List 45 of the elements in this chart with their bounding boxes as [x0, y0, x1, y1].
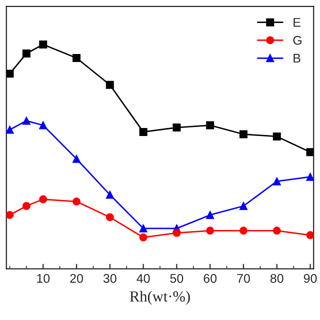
- point: [239, 202, 248, 210]
- point: [72, 54, 81, 62]
- x-tick-label: 30: [103, 274, 116, 283]
- point: [139, 224, 148, 232]
- point: [106, 190, 114, 199]
- point: [39, 195, 48, 204]
- point: [72, 154, 81, 163]
- point: [306, 231, 314, 240]
- point: [206, 210, 214, 219]
- point: [272, 132, 281, 140]
- x-tick-label: 10: [37, 274, 50, 283]
- point: [139, 233, 148, 242]
- x-tick-label: 50: [170, 274, 184, 283]
- point: [239, 130, 248, 138]
- point: [106, 80, 114, 89]
- x-axis-title: Rh(wt·%): [130, 290, 190, 305]
- point: [6, 70, 14, 78]
- point: [172, 228, 181, 237]
- point: [206, 226, 214, 235]
- point: [306, 148, 314, 156]
- legend-label: E: [294, 18, 300, 27]
- point: [206, 121, 214, 130]
- point: [139, 128, 148, 136]
- x-tick-label: 80: [270, 274, 284, 283]
- x-tick-label: 90: [304, 274, 317, 283]
- point: [39, 121, 48, 130]
- x-tick-label: 20: [70, 274, 83, 283]
- x-tick-label: 40: [136, 274, 150, 283]
- point: [172, 124, 181, 132]
- point: [106, 213, 114, 222]
- point: [22, 116, 30, 125]
- point: [22, 202, 30, 210]
- point: [6, 210, 14, 219]
- legend-label: B: [294, 54, 300, 63]
- point: [22, 50, 30, 58]
- point: [72, 198, 81, 206]
- point: [39, 40, 48, 49]
- x-tick-label: 60: [204, 274, 217, 283]
- point: [306, 172, 314, 181]
- point: [239, 226, 248, 235]
- point: [6, 126, 14, 134]
- point: [272, 177, 281, 186]
- x-tick-label: 70: [237, 274, 250, 283]
- point: [272, 226, 281, 235]
- legend-label: G: [293, 36, 302, 45]
